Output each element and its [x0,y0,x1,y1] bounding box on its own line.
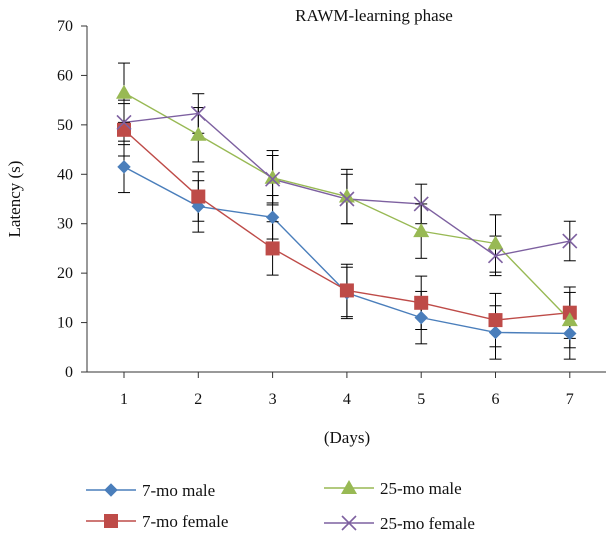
markers-3 [116,84,578,327]
marker-stroke [562,233,578,249]
data-point [487,235,504,250]
y-axis-title: Latency (s) [5,161,24,238]
marker-stroke [487,248,504,264]
x-tick-label: 1 [120,391,128,408]
legend-item-1: 7-mo male [86,481,215,500]
error-bars-2 [118,103,576,348]
data-point [413,196,429,212]
y-tick-label: 50 [57,117,73,134]
data-point [562,233,578,249]
data-point [265,171,281,187]
markers-4 [116,105,578,264]
y-tick-label: 10 [57,315,73,332]
legend-label: 7-mo female [142,512,228,531]
data-point [487,248,504,264]
marker-stroke [413,196,429,212]
data-point [339,191,355,207]
data-point [339,283,354,298]
y-ticks: 0 10 20 30 40 50 60 70 [57,18,87,381]
data-point [116,84,132,99]
data-point [413,223,430,238]
data-point [190,126,207,141]
y-tick-label: 40 [57,166,73,183]
x-axis-title: (Days) [324,428,370,447]
data-point [414,295,429,310]
x-tick-label: 2 [194,391,202,408]
legend-label: 7-mo male [142,481,215,500]
data-point [265,241,280,256]
x-tick-label: 6 [492,391,500,408]
data-point [191,189,206,204]
marker-stroke [190,105,206,122]
x-tick-label: 4 [343,391,351,408]
data-point [116,114,132,130]
markers-2 [117,122,577,328]
data-point [414,310,428,325]
data-point [563,326,577,341]
legend-marker [341,480,357,494]
y-tick-label: 20 [57,265,73,282]
marker-stroke [116,114,132,130]
data-point [264,169,281,184]
data-point [338,188,355,203]
data-point [117,160,131,174]
legend-label: 25-mo female [380,514,475,533]
legend-marker [341,515,357,531]
legend-marker [104,514,118,528]
y-tick-label: 70 [57,18,73,35]
legend-item-4: 25-mo female [324,514,475,533]
legend-item-2: 7-mo female [86,512,228,531]
legend-marker [104,483,118,497]
marker-stroke [339,191,355,207]
data-point [561,312,578,327]
x-tick-label: 5 [417,391,425,408]
series-layer [116,62,578,360]
y-tick-label: 30 [57,216,73,233]
x-ticks: 1 2 3 4 5 6 7 [120,372,574,408]
marker-stroke [265,171,281,187]
legend-label: 25-mo male [380,479,462,498]
legend-item-3: 25-mo male [324,479,462,498]
data-point [190,105,206,122]
chart-title: RAWM-learning phase [295,6,453,25]
x-tick-label: 3 [269,391,277,408]
y-tick-label: 60 [57,67,73,84]
error-bars-4 [118,93,576,277]
data-point [265,210,280,224]
marker-stroke [341,515,357,531]
data-point [117,122,131,137]
data-point [488,313,503,328]
data-point [488,325,503,340]
y-tick-label: 0 [65,364,73,381]
legend: 7-mo male 7-mo female 25-mo male 25-mo fema… [86,479,475,533]
x-tick-label: 7 [566,391,574,408]
